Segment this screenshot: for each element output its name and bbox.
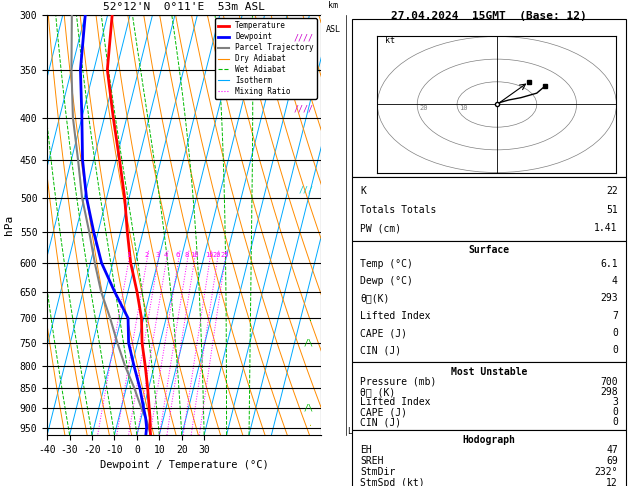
Text: 8: 8 — [185, 252, 189, 258]
Text: 0: 0 — [612, 407, 618, 417]
Text: 3: 3 — [155, 252, 160, 258]
Text: 20: 20 — [420, 105, 428, 111]
Text: 22: 22 — [606, 187, 618, 196]
Text: θᴇ (K): θᴇ (K) — [360, 387, 396, 397]
Text: θᴇ(K): θᴇ(K) — [360, 294, 390, 303]
Text: 232°: 232° — [594, 467, 618, 477]
Text: Lifted Index: Lifted Index — [360, 311, 431, 321]
Text: 0: 0 — [612, 346, 618, 355]
Text: 7: 7 — [612, 311, 618, 321]
Text: /\: /\ — [303, 404, 313, 413]
Text: ASL: ASL — [326, 25, 341, 34]
Bar — [352, 430, 626, 486]
Text: LCL: LCL — [347, 427, 362, 436]
Text: ///: /// — [298, 186, 313, 195]
Text: 27.04.2024  15GMT  (Base: 12): 27.04.2024 15GMT (Base: 12) — [391, 11, 587, 21]
Text: 51: 51 — [606, 205, 618, 215]
Text: 4: 4 — [612, 276, 618, 286]
Text: 0: 0 — [612, 417, 618, 427]
Text: Lifted Index: Lifted Index — [360, 397, 431, 407]
Text: StmSpd (kt): StmSpd (kt) — [360, 478, 425, 486]
Text: 293: 293 — [600, 294, 618, 303]
Text: 10: 10 — [459, 105, 467, 111]
Bar — [352, 177, 626, 241]
Text: EH: EH — [360, 445, 372, 455]
Text: CIN (J): CIN (J) — [360, 417, 401, 427]
Text: .: . — [308, 419, 313, 428]
Text: 0: 0 — [612, 328, 618, 338]
Text: 6.1: 6.1 — [600, 259, 618, 269]
Text: 16: 16 — [205, 252, 214, 258]
Text: 2: 2 — [145, 252, 148, 258]
Text: ////: //// — [293, 104, 313, 113]
Text: 298: 298 — [600, 387, 618, 397]
Text: km: km — [328, 1, 338, 10]
Text: StmDir: StmDir — [360, 467, 396, 477]
Text: 6: 6 — [176, 252, 180, 258]
Text: SREH: SREH — [360, 456, 384, 466]
Text: Dewp (°C): Dewp (°C) — [360, 276, 413, 286]
Legend: Temperature, Dewpoint, Parcel Trajectory, Dry Adiabat, Wet Adiabat, Isotherm, Mi: Temperature, Dewpoint, Parcel Trajectory… — [214, 18, 317, 99]
Text: Temp (°C): Temp (°C) — [360, 259, 413, 269]
Text: CAPE (J): CAPE (J) — [360, 407, 408, 417]
Text: kt: kt — [386, 36, 396, 45]
Text: Surface: Surface — [469, 245, 509, 256]
Text: Pressure (mb): Pressure (mb) — [360, 377, 437, 387]
Text: CIN (J): CIN (J) — [360, 346, 401, 355]
Title: 52°12'N  0°11'E  53m ASL: 52°12'N 0°11'E 53m ASL — [103, 2, 265, 13]
Text: 12: 12 — [606, 478, 618, 486]
Text: 1: 1 — [126, 252, 130, 258]
Text: 1.41: 1.41 — [594, 224, 618, 233]
Text: 700: 700 — [600, 377, 618, 387]
X-axis label: Dewpoint / Temperature (°C): Dewpoint / Temperature (°C) — [99, 460, 269, 470]
Text: CAPE (J): CAPE (J) — [360, 328, 408, 338]
Text: 20: 20 — [213, 252, 221, 258]
Text: .: . — [308, 313, 313, 323]
Text: 69: 69 — [606, 456, 618, 466]
Text: /\: /\ — [303, 338, 313, 347]
Text: Totals Totals: Totals Totals — [360, 205, 437, 215]
Text: 10: 10 — [190, 252, 198, 258]
Text: PW (cm): PW (cm) — [360, 224, 401, 233]
Y-axis label: hPa: hPa — [4, 215, 14, 235]
Text: 25: 25 — [220, 252, 229, 258]
Text: ////: //// — [293, 33, 313, 42]
Text: 3: 3 — [612, 397, 618, 407]
Text: 4: 4 — [164, 252, 168, 258]
Bar — [352, 362, 626, 430]
Text: Hodograph: Hodograph — [462, 435, 516, 445]
Bar — [352, 241, 626, 362]
Text: K: K — [360, 187, 366, 196]
Bar — [352, 19, 626, 177]
Text: 47: 47 — [606, 445, 618, 455]
Text: Most Unstable: Most Unstable — [451, 367, 527, 377]
